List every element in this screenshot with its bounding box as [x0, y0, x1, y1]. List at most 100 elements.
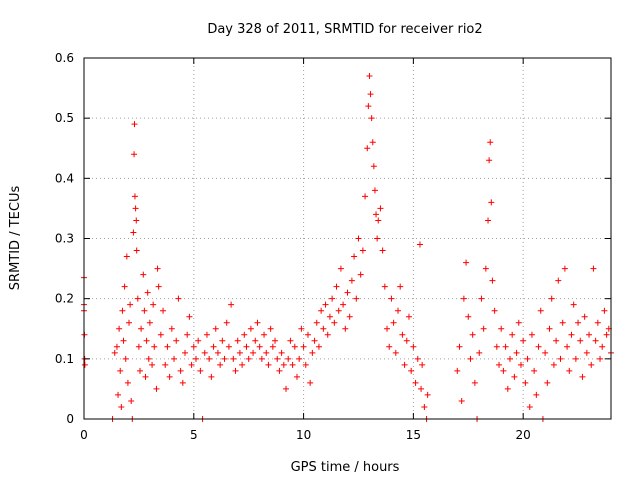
data-point — [171, 355, 178, 362]
data-point — [173, 337, 180, 344]
data-point — [454, 367, 461, 374]
chart-title: Day 328 of 2011, SRMTID for receiver rio… — [207, 22, 482, 37]
data-point — [81, 361, 88, 368]
data-point — [465, 313, 472, 320]
data-point — [117, 367, 124, 374]
data-point — [313, 319, 320, 326]
data-point — [485, 217, 492, 224]
data-point — [164, 343, 171, 350]
data-point — [371, 187, 378, 194]
data-point — [333, 283, 340, 290]
data-point — [154, 265, 161, 272]
data-point — [456, 343, 463, 350]
y-tick-label: 0.4 — [55, 171, 74, 185]
y-axis-title: SRMTID / TECUs — [8, 186, 23, 291]
data-point — [287, 337, 294, 344]
data-point — [177, 367, 184, 374]
data-point — [528, 331, 535, 338]
data-point — [520, 337, 527, 344]
y-tick-label: 0.1 — [55, 352, 74, 366]
data-point — [131, 151, 138, 158]
data-point — [366, 73, 373, 80]
data-point — [144, 289, 151, 296]
data-point — [388, 295, 395, 302]
data-point — [315, 343, 322, 350]
data-point — [586, 331, 593, 338]
data-point — [390, 319, 397, 326]
data-point — [566, 367, 573, 374]
data-point — [375, 217, 382, 224]
data-point — [564, 343, 571, 350]
data-point — [186, 313, 193, 320]
data-point — [320, 325, 327, 332]
data-point — [329, 295, 336, 302]
data-point — [118, 403, 125, 410]
data-point — [146, 319, 153, 326]
data-point — [201, 349, 208, 356]
data-point — [531, 367, 538, 374]
data-point — [182, 349, 189, 356]
data-point — [296, 355, 303, 362]
data-point — [276, 367, 283, 374]
data-point — [418, 385, 425, 392]
data-point — [365, 103, 372, 110]
data-point — [550, 361, 557, 368]
data-point — [410, 343, 417, 350]
data-point — [416, 241, 423, 248]
data-point — [581, 313, 588, 320]
data-point — [324, 331, 331, 338]
data-point — [134, 295, 141, 302]
data-point — [160, 307, 167, 314]
data-point — [377, 205, 384, 212]
data-point — [192, 355, 199, 362]
data-point — [153, 385, 160, 392]
y-tick-label: 0 — [66, 412, 74, 426]
data-point — [381, 283, 388, 290]
data-point — [293, 373, 300, 380]
data-point — [247, 325, 254, 332]
data-point — [496, 361, 503, 368]
data-point — [115, 391, 122, 398]
data-point — [397, 283, 404, 290]
data-point — [504, 385, 511, 392]
data-point — [476, 349, 483, 356]
data-point — [116, 325, 123, 332]
data-point — [487, 139, 494, 146]
data-point — [136, 367, 143, 374]
data-point — [344, 289, 351, 296]
data-point — [392, 349, 399, 356]
data-point — [131, 193, 138, 200]
data-point — [405, 313, 412, 320]
data-point — [123, 253, 130, 260]
data-point — [517, 361, 524, 368]
data-point — [568, 331, 575, 338]
data-point — [267, 325, 274, 332]
data-point — [219, 337, 226, 344]
data-point — [141, 307, 148, 314]
data-point — [359, 247, 366, 254]
data-point — [151, 343, 158, 350]
data-point — [272, 337, 279, 344]
data-point — [111, 349, 118, 356]
data-point — [225, 343, 232, 350]
x-tick-label: 15 — [406, 428, 421, 442]
data-point — [491, 307, 498, 314]
data-point — [140, 271, 147, 278]
data-point — [322, 301, 329, 308]
data-point — [553, 337, 560, 344]
data-point — [603, 331, 610, 338]
data-point — [509, 331, 516, 338]
data-point — [131, 121, 138, 128]
data-point — [269, 343, 276, 350]
data-point — [221, 355, 228, 362]
data-point — [120, 337, 127, 344]
data-point — [175, 295, 182, 302]
data-point — [500, 367, 507, 374]
data-point — [408, 367, 415, 374]
data-point — [212, 325, 219, 332]
data-point — [298, 325, 305, 332]
data-point — [557, 355, 564, 362]
data-point — [346, 313, 353, 320]
data-point — [601, 307, 608, 314]
